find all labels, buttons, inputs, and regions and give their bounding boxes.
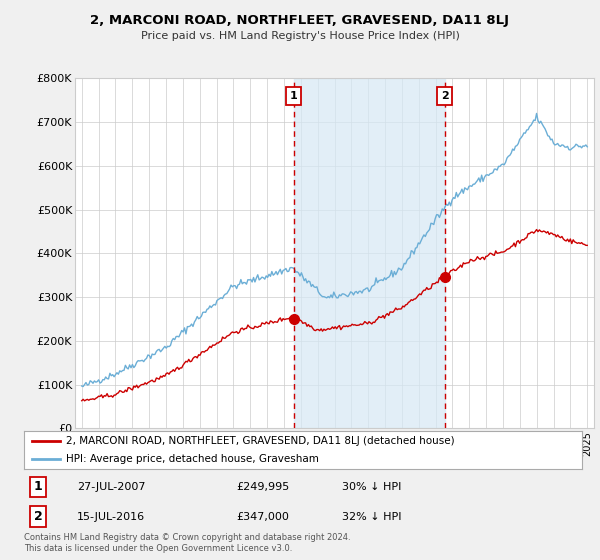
Text: £347,000: £347,000 [236,512,289,521]
Text: HPI: Average price, detached house, Gravesham: HPI: Average price, detached house, Grav… [66,454,319,464]
Text: 27-JUL-2007: 27-JUL-2007 [77,482,146,492]
Text: Price paid vs. HM Land Registry's House Price Index (HPI): Price paid vs. HM Land Registry's House … [140,31,460,41]
Text: Contains HM Land Registry data © Crown copyright and database right 2024.
This d: Contains HM Land Registry data © Crown c… [24,533,350,553]
Text: 2, MARCONI ROAD, NORTHFLEET, GRAVESEND, DA11 8LJ: 2, MARCONI ROAD, NORTHFLEET, GRAVESEND, … [91,14,509,27]
Text: £249,995: £249,995 [236,482,289,492]
Text: 32% ↓ HPI: 32% ↓ HPI [342,512,401,521]
Text: 2: 2 [34,510,43,523]
Text: 1: 1 [290,91,298,101]
Text: 30% ↓ HPI: 30% ↓ HPI [342,482,401,492]
Text: 2: 2 [441,91,449,101]
Bar [293,78,445,428]
Text: 15-JUL-2016: 15-JUL-2016 [77,512,145,521]
Text: 2, MARCONI ROAD, NORTHFLEET, GRAVESEND, DA11 8LJ (detached house): 2, MARCONI ROAD, NORTHFLEET, GRAVESEND, … [66,436,454,446]
Text: 1: 1 [34,480,43,493]
